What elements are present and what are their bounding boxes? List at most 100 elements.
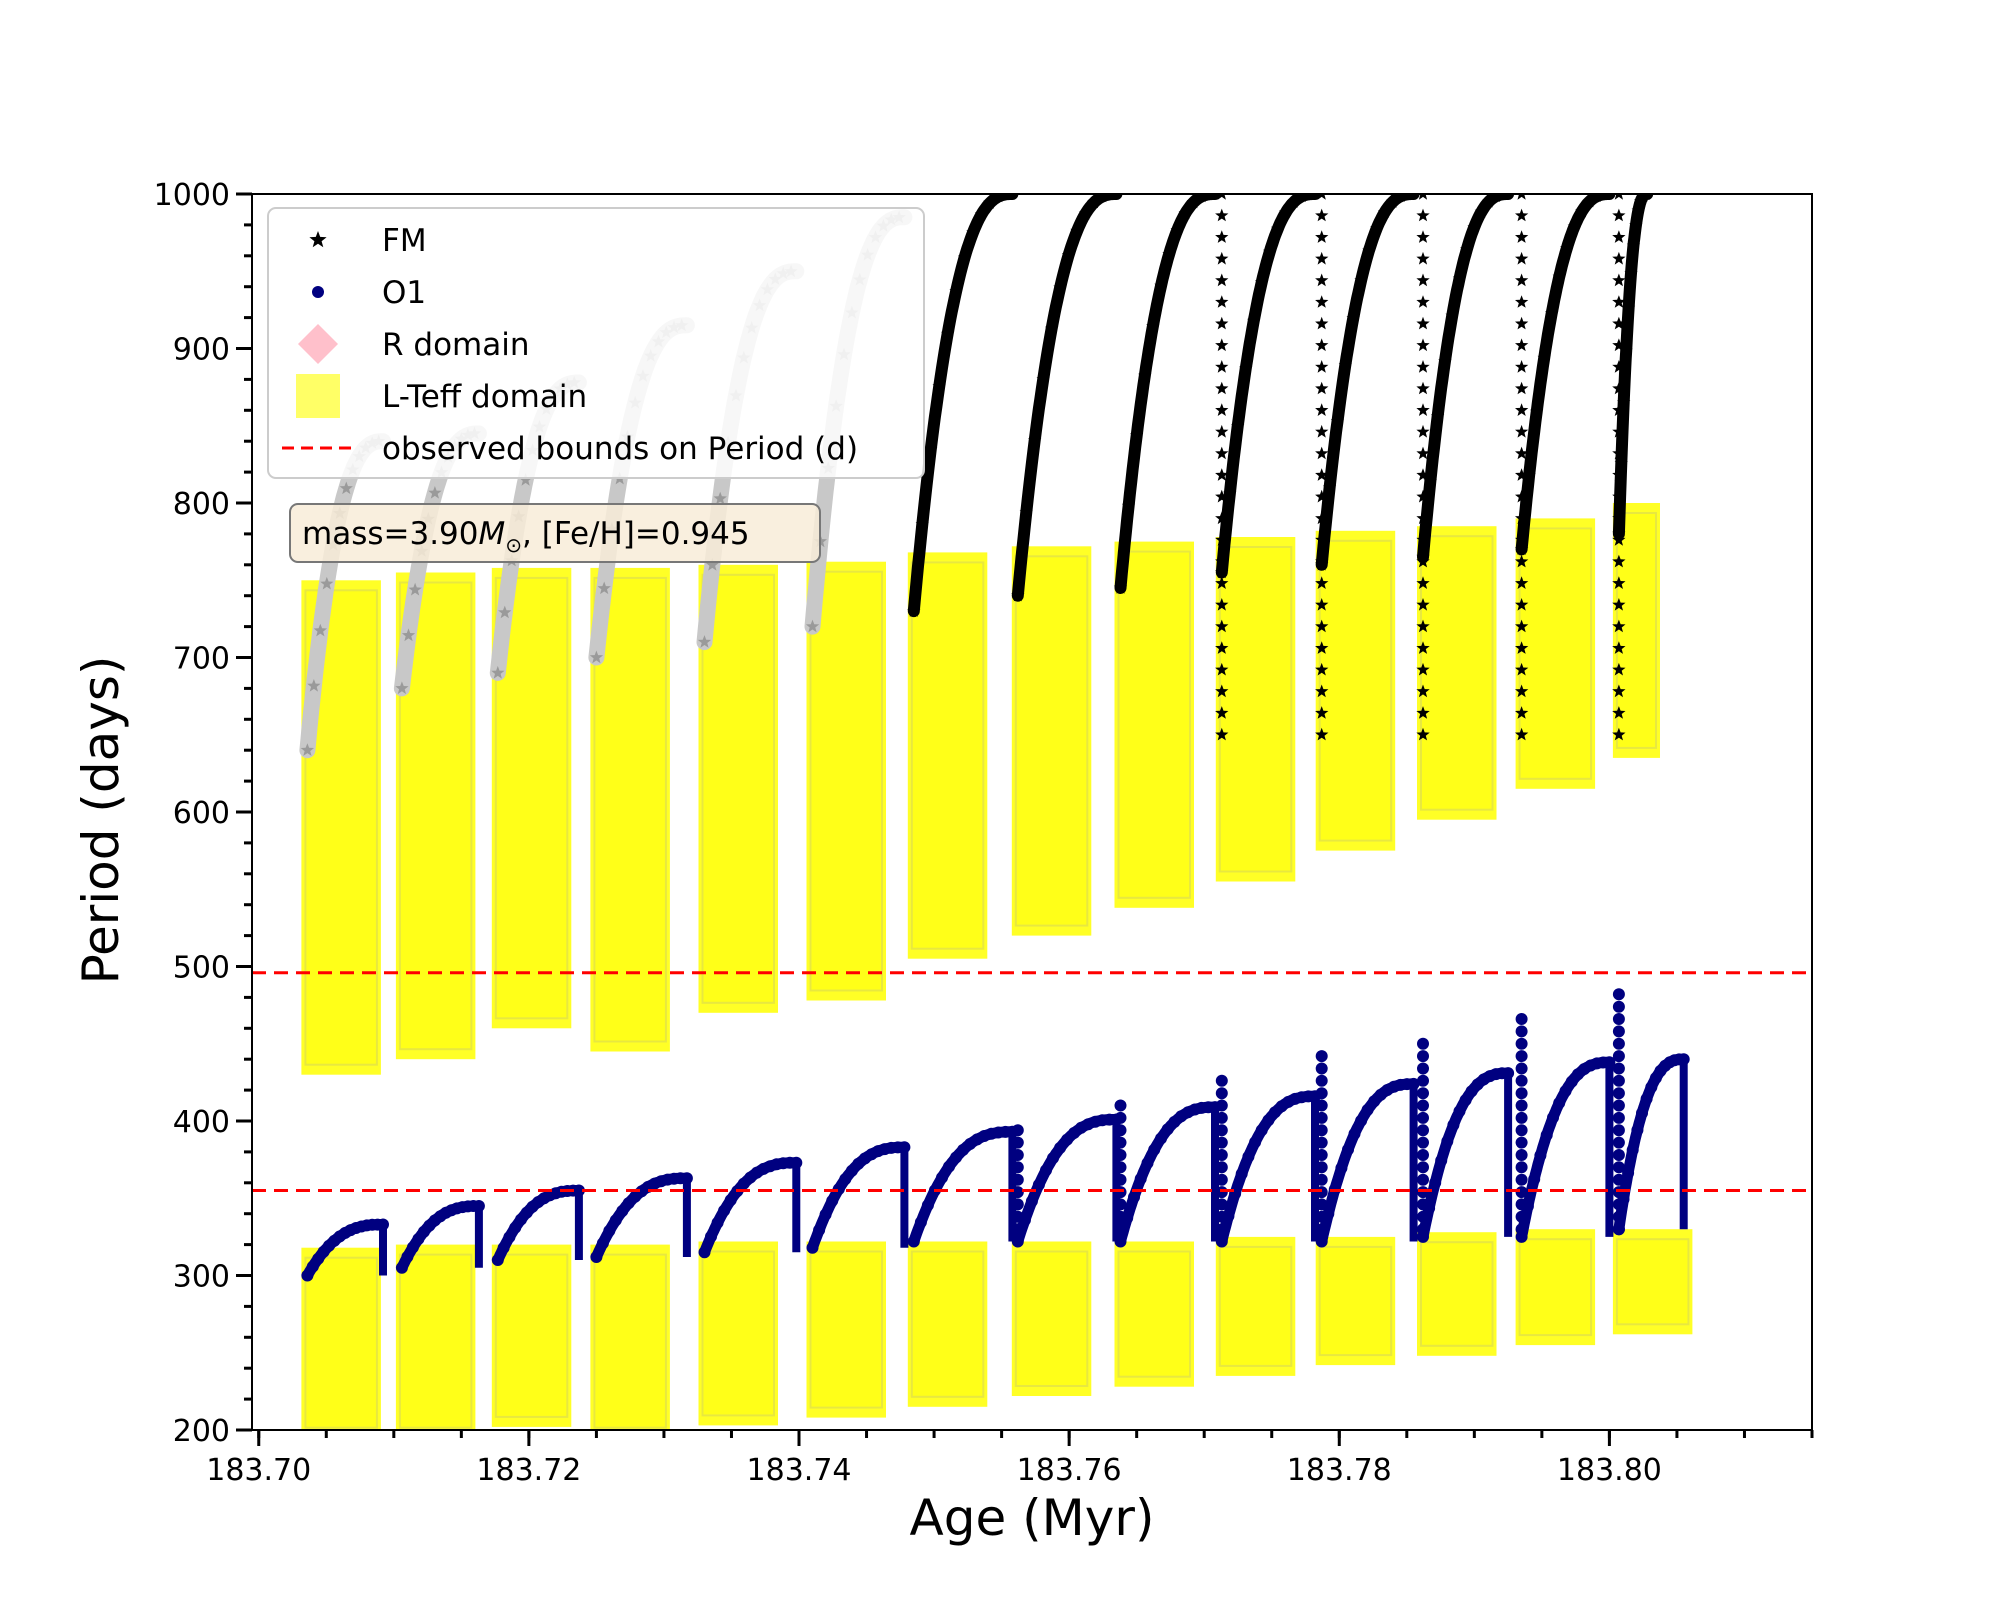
o1-spike-point <box>1417 1198 1429 1211</box>
o1-spike-point <box>1215 1099 1228 1112</box>
fm-spike-point <box>1515 598 1529 611</box>
fm-spike-point <box>1315 533 1329 546</box>
fm-point <box>1053 280 1067 294</box>
legend-label: L-Teff domain <box>382 379 587 415</box>
fm-spike-point <box>1612 403 1626 416</box>
fm-spike-point <box>1215 208 1229 222</box>
fm-lteff-block-9 <box>1215 537 1296 882</box>
fm-spike-point <box>1416 576 1430 589</box>
fm-spike-point <box>1612 446 1626 460</box>
o1-point <box>914 1216 927 1229</box>
fm-spike-point <box>1315 641 1329 654</box>
o1-point <box>1141 1157 1154 1170</box>
o1-point <box>1547 1111 1559 1124</box>
fm-spike-point <box>1612 230 1626 243</box>
fm-spike-2 <box>1416 194 1430 741</box>
fm-spike-point <box>1215 273 1229 287</box>
o1-point <box>503 1231 516 1244</box>
o1-spike-point <box>1515 1062 1528 1075</box>
o1-lteff-block-4 <box>698 1241 778 1426</box>
fm-point <box>1186 195 1201 209</box>
o1-point <box>1355 1114 1368 1127</box>
fm-point <box>941 327 955 340</box>
o1-point <box>1148 1143 1161 1156</box>
fm-point <box>1629 218 1643 231</box>
o1-point <box>1622 1167 1635 1179</box>
fm-spike-point <box>1515 684 1529 698</box>
fm-spike-point <box>1612 662 1626 676</box>
fm-lteff-inner-9 <box>1218 546 1293 873</box>
o1-loop-6 <box>907 1125 1019 1248</box>
fm-spike-point <box>1215 230 1229 243</box>
o1-point <box>1626 1144 1639 1156</box>
data-layer <box>252 194 1812 1430</box>
fm-spike-point <box>1217 194 1226 200</box>
fm-spike-point <box>1416 619 1430 633</box>
o1-lteff-block-5 <box>806 1241 886 1418</box>
fm-spike-point <box>1315 576 1329 589</box>
fm-point <box>957 250 972 264</box>
o1-spike-point <box>1612 988 1625 1001</box>
y-axis-title: Period (days) <box>72 656 130 985</box>
fm-spike-point <box>1315 424 1329 438</box>
fm-point <box>1305 194 1314 200</box>
o1-spike-point <box>1515 1136 1528 1149</box>
fm-spike-point <box>1515 662 1529 676</box>
o1-spike-point <box>1515 1037 1528 1050</box>
fm-point <box>1078 206 1093 220</box>
fm-point <box>1215 565 1229 579</box>
o1-point <box>950 1151 963 1164</box>
fm-point <box>1641 194 1650 200</box>
fm-point <box>705 558 719 571</box>
y-tick-label: 700 <box>173 642 230 677</box>
o1-lteff-block-13 <box>1612 1229 1693 1335</box>
o1-lteff-inner-8 <box>1117 1250 1191 1378</box>
o1-lteff-block-7 <box>1011 1241 1092 1396</box>
annotation-msun: M <box>479 516 506 552</box>
fm-point <box>1460 242 1474 256</box>
o1-spike-point <box>1315 1136 1328 1149</box>
o1-lteff-inner-10 <box>1318 1245 1393 1357</box>
o1-lteff-block-12 <box>1515 1229 1596 1346</box>
fm-spike-point <box>1515 706 1529 719</box>
fm-spike-point <box>1612 727 1626 741</box>
o1-spike-point <box>1114 1161 1127 1174</box>
o1-point <box>395 1261 408 1274</box>
fm-spike-point <box>1315 381 1329 395</box>
legend: FM O1 R domain L-Teff domain observed bounds… <box>267 207 925 479</box>
fm-spike-point <box>1515 468 1529 481</box>
o1-spike-point <box>1612 1025 1625 1038</box>
o1-point <box>1534 1149 1547 1162</box>
o1-point <box>1559 1085 1572 1098</box>
fm-spike-point <box>1612 554 1626 568</box>
o1-point <box>497 1241 510 1254</box>
o1-spike-point <box>1315 1074 1328 1087</box>
o1-spike-point <box>1515 1223 1528 1236</box>
annotation-prefix: mass=3.90 <box>302 516 479 552</box>
fm-point <box>1537 351 1551 364</box>
fm-spike-point <box>1416 468 1430 481</box>
o1-spike-point <box>1215 1149 1228 1161</box>
fm-spike-point <box>1215 511 1229 525</box>
fm-point <box>401 628 416 642</box>
fm-spike-point <box>1416 295 1430 308</box>
fm-spike-point <box>1515 273 1529 287</box>
fm-spike-point <box>1515 727 1529 741</box>
o1-point <box>1114 1235 1127 1248</box>
x-tick-label: 183.76 <box>1017 1453 1122 1488</box>
o1-spike-point <box>1215 1111 1228 1124</box>
o1-point <box>921 1199 934 1212</box>
fm-point <box>1567 219 1581 233</box>
observed-bounds-lines <box>252 971 1812 1192</box>
o1-lteff-inner-1 <box>398 1253 473 1429</box>
o1-spike-5 <box>1515 1013 1528 1236</box>
o1-point <box>1134 1172 1147 1185</box>
o1-spike-point <box>1417 1223 1429 1236</box>
legend-label: FM <box>382 223 427 259</box>
fm-point <box>1231 419 1245 432</box>
fm-spike-point <box>1215 662 1229 676</box>
fm-point <box>1247 314 1261 327</box>
o1-spike-point <box>1114 1210 1127 1223</box>
o1-lteff-block-8 <box>1114 1241 1194 1387</box>
o1-point <box>1215 1235 1228 1248</box>
